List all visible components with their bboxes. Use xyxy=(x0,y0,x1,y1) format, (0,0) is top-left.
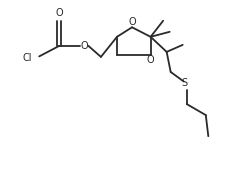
Text: O: O xyxy=(128,17,136,27)
Text: Cl: Cl xyxy=(22,53,32,63)
Text: S: S xyxy=(182,78,188,88)
Text: O: O xyxy=(55,8,63,18)
Text: O: O xyxy=(147,55,154,65)
Text: O: O xyxy=(81,41,88,51)
